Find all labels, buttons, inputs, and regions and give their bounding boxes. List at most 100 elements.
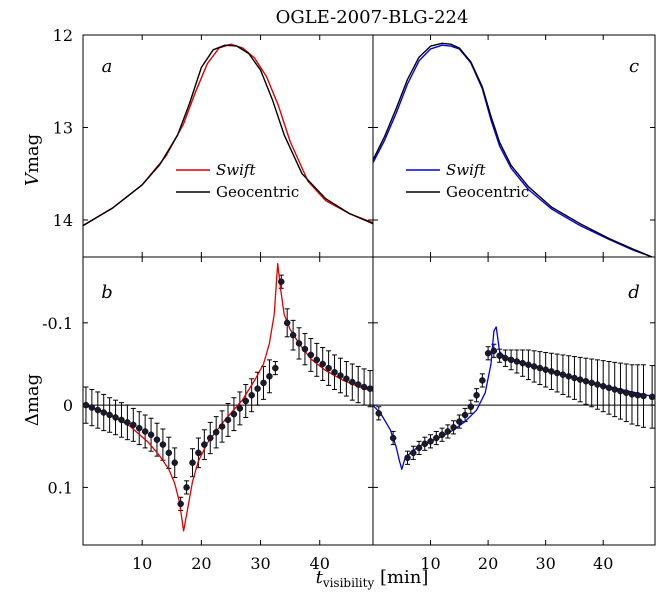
- panel-b: -0.1 0 0.1 10 20 30 40 b: [42, 256, 374, 573]
- axis-label-main: V: [22, 171, 43, 186]
- data-point: [331, 368, 338, 376]
- panel-frame: [372, 256, 656, 546]
- data-point: [147, 431, 155, 438]
- data-point: [289, 331, 297, 339]
- data-point: [266, 373, 273, 380]
- x-axis-label: tvisibility [min]: [316, 567, 429, 590]
- data-point: [212, 429, 220, 436]
- data-point: [218, 423, 226, 430]
- data-point: [106, 411, 113, 419]
- data-point: [301, 345, 309, 353]
- data-point: [530, 363, 538, 370]
- panel-label: b: [101, 282, 113, 303]
- axis-label-unit: mag: [22, 134, 43, 173]
- data-point: [622, 389, 630, 397]
- data-point: [605, 384, 613, 392]
- data-point: [201, 441, 208, 448]
- data-point: [206, 434, 214, 442]
- data-point: [634, 391, 641, 399]
- data-point: [343, 375, 350, 383]
- data-point: [536, 364, 544, 372]
- panel-frame: [82, 34, 374, 258]
- data-point: [617, 387, 624, 395]
- data-point: [542, 366, 549, 373]
- x-tick-label: 40: [310, 554, 330, 573]
- y-tick-label: 12: [53, 26, 73, 45]
- data-point: [278, 278, 285, 285]
- data-point: [571, 374, 578, 382]
- data-point: [410, 449, 417, 457]
- series-line-swift: [373, 44, 653, 257]
- data-point: [433, 434, 440, 442]
- x-tick-label: 30: [250, 554, 270, 573]
- data-point: [254, 385, 261, 392]
- data-point: [640, 392, 647, 400]
- plot-area: [373, 326, 655, 470]
- data-point: [177, 500, 184, 508]
- data-point: [236, 405, 244, 412]
- series-line-geocentric: [373, 42, 653, 257]
- data-point: [450, 424, 457, 431]
- data-point: [325, 364, 332, 372]
- y-tick-label: -0.1: [42, 314, 73, 333]
- panel-c: c Swift Geocentric: [372, 34, 656, 258]
- data-point: [513, 358, 521, 365]
- data-point: [473, 391, 480, 399]
- data-point: [83, 401, 90, 409]
- data-point: [307, 351, 315, 359]
- x-label-unit: [min]: [374, 567, 428, 588]
- x-tick-label: 20: [191, 554, 211, 573]
- data-point: [354, 381, 362, 388]
- data-point: [502, 354, 509, 362]
- data-point: [490, 347, 498, 355]
- chart-title: OGLE-2007-BLG-224: [276, 7, 469, 28]
- data-point: [559, 371, 567, 378]
- data-point: [319, 360, 326, 368]
- panel-frame: [82, 256, 374, 546]
- model-line: [373, 326, 655, 470]
- data-point: [337, 372, 344, 379]
- data-point: [366, 385, 373, 392]
- panel-label: c: [629, 56, 639, 77]
- data-point: [456, 418, 463, 425]
- data-point: [525, 361, 532, 369]
- data-point: [375, 410, 383, 417]
- panels: 12 13 14 a Swift Geocentric -0.1 0 0.1 10 20 30 40 b c…: [42, 26, 656, 573]
- legend-label: Swift: [216, 161, 256, 179]
- data-point: [100, 409, 107, 416]
- series-line-geocentric: [83, 44, 373, 227]
- data-point: [565, 373, 572, 380]
- data-point: [507, 356, 515, 364]
- data-point: [94, 406, 102, 414]
- data-point: [248, 391, 255, 399]
- plot-area: [373, 42, 653, 257]
- data-point: [189, 459, 196, 466]
- data-point: [648, 393, 655, 401]
- y-axis-label-bottom: Δmag: [22, 374, 43, 426]
- model-line: [83, 262, 373, 532]
- data-point: [461, 411, 469, 419]
- y-axis-label-top: Vmag: [22, 134, 43, 186]
- data-point: [611, 386, 618, 393]
- x-tick-label: 10: [132, 554, 152, 573]
- data-point: [415, 444, 423, 452]
- data-point: [484, 350, 492, 357]
- data-point: [295, 340, 303, 347]
- plot-area: [83, 262, 373, 532]
- data-point: [130, 421, 137, 429]
- data-point: [427, 438, 434, 445]
- data-point: [404, 454, 411, 462]
- data-point: [548, 368, 555, 375]
- data-point: [438, 431, 446, 438]
- panel-label: a: [102, 56, 113, 77]
- data-point: [421, 440, 429, 448]
- x-tick-label: 30: [535, 554, 555, 573]
- data-point: [124, 419, 131, 426]
- data-point: [496, 352, 503, 359]
- x-tick-label: 20: [478, 554, 498, 573]
- data-point: [118, 416, 125, 424]
- legend-label: Geocentric: [216, 183, 299, 201]
- x-tick-label: 10: [420, 554, 440, 573]
- legend-label: Geocentric: [446, 183, 529, 201]
